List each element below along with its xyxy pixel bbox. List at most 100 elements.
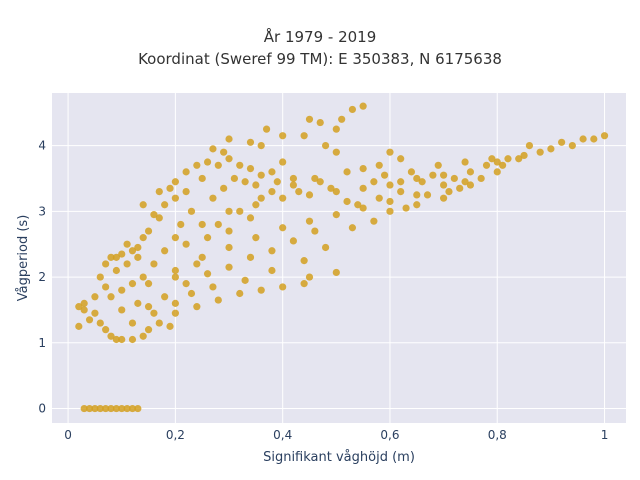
data-point bbox=[128, 404, 137, 413]
data-point bbox=[321, 141, 330, 150]
data-point bbox=[499, 161, 507, 169]
data-point bbox=[348, 105, 357, 114]
data-point bbox=[257, 286, 265, 294]
data-point bbox=[203, 158, 212, 166]
chart-title-line-1: År 1979 - 2019 bbox=[263, 28, 377, 46]
data-point bbox=[493, 158, 501, 166]
data-point bbox=[257, 194, 265, 202]
data-point bbox=[171, 309, 179, 317]
data-point bbox=[225, 227, 233, 235]
data-point bbox=[166, 322, 174, 330]
chart-title-line-2: Koordinat (Sweref 99 TM): E 350383, N 61… bbox=[138, 50, 502, 68]
data-point bbox=[107, 404, 115, 413]
data-point bbox=[225, 155, 233, 163]
data-point bbox=[171, 178, 179, 186]
data-point bbox=[85, 316, 94, 324]
data-point bbox=[252, 181, 260, 189]
data-point bbox=[311, 227, 319, 235]
data-point bbox=[123, 240, 131, 248]
data-point bbox=[107, 293, 115, 301]
data-point bbox=[236, 207, 244, 215]
data-point bbox=[386, 148, 394, 156]
x-tick-label: 0,2 bbox=[166, 428, 185, 442]
x-tick-label: 0,4 bbox=[273, 428, 292, 442]
data-point bbox=[123, 260, 131, 268]
data-point bbox=[568, 141, 576, 150]
data-point bbox=[252, 201, 260, 209]
data-point bbox=[332, 148, 340, 156]
data-point bbox=[268, 247, 276, 255]
data-point bbox=[155, 319, 163, 327]
data-point bbox=[214, 161, 222, 169]
y-axis-label: Vågperiod (s) bbox=[16, 215, 31, 302]
data-point bbox=[450, 174, 458, 183]
data-point bbox=[161, 201, 169, 209]
data-point bbox=[134, 299, 142, 307]
data-point bbox=[123, 404, 131, 413]
data-point bbox=[332, 268, 340, 277]
data-point bbox=[423, 191, 432, 199]
data-point bbox=[600, 132, 609, 140]
data-points bbox=[75, 102, 609, 413]
data-point bbox=[397, 188, 405, 196]
data-point bbox=[321, 243, 330, 252]
data-point bbox=[150, 309, 158, 317]
data-point bbox=[85, 404, 94, 413]
data-point bbox=[144, 326, 153, 334]
data-point bbox=[327, 184, 335, 192]
data-point bbox=[75, 322, 83, 330]
x-tick-label: 0,6 bbox=[380, 428, 399, 442]
data-point bbox=[338, 115, 346, 123]
data-point bbox=[112, 404, 120, 413]
data-point bbox=[380, 171, 389, 179]
data-point bbox=[590, 135, 598, 143]
data-point bbox=[311, 174, 319, 183]
data-point bbox=[332, 125, 340, 133]
data-point bbox=[112, 253, 120, 261]
data-point bbox=[220, 184, 228, 192]
data-point bbox=[102, 283, 110, 291]
data-point bbox=[241, 178, 249, 186]
data-point bbox=[332, 188, 340, 196]
data-point bbox=[477, 174, 485, 183]
data-point bbox=[359, 102, 367, 110]
data-point bbox=[225, 207, 233, 215]
data-point bbox=[359, 204, 367, 212]
data-point bbox=[225, 263, 233, 271]
data-point bbox=[118, 335, 126, 344]
data-point bbox=[193, 161, 201, 169]
data-point bbox=[482, 161, 491, 169]
data-point bbox=[134, 253, 142, 261]
data-point bbox=[413, 174, 421, 183]
data-point bbox=[134, 404, 142, 413]
data-point bbox=[295, 188, 303, 196]
data-point bbox=[300, 257, 308, 265]
data-point bbox=[118, 404, 126, 413]
data-point bbox=[402, 204, 410, 212]
data-point bbox=[332, 211, 340, 219]
data-point bbox=[246, 214, 255, 222]
data-point bbox=[139, 201, 147, 209]
data-point bbox=[407, 168, 416, 176]
data-point bbox=[300, 132, 308, 140]
data-point bbox=[488, 155, 496, 163]
x-axis-ticks: 0 0,2 0,4 0,6 0,8 1 bbox=[64, 428, 608, 442]
data-point bbox=[515, 155, 523, 163]
data-point bbox=[343, 197, 351, 206]
data-point bbox=[359, 184, 367, 192]
data-point bbox=[257, 141, 265, 150]
data-point bbox=[461, 158, 469, 166]
data-point bbox=[193, 260, 201, 268]
data-point bbox=[102, 326, 110, 334]
data-point bbox=[504, 155, 512, 163]
y-tick-label: 0 bbox=[38, 402, 46, 416]
data-point bbox=[268, 188, 276, 196]
data-point bbox=[203, 270, 212, 278]
y-tick-label: 2 bbox=[38, 270, 46, 284]
data-point bbox=[214, 296, 222, 304]
grid bbox=[52, 93, 626, 423]
data-point bbox=[305, 217, 314, 225]
data-point bbox=[134, 243, 142, 252]
